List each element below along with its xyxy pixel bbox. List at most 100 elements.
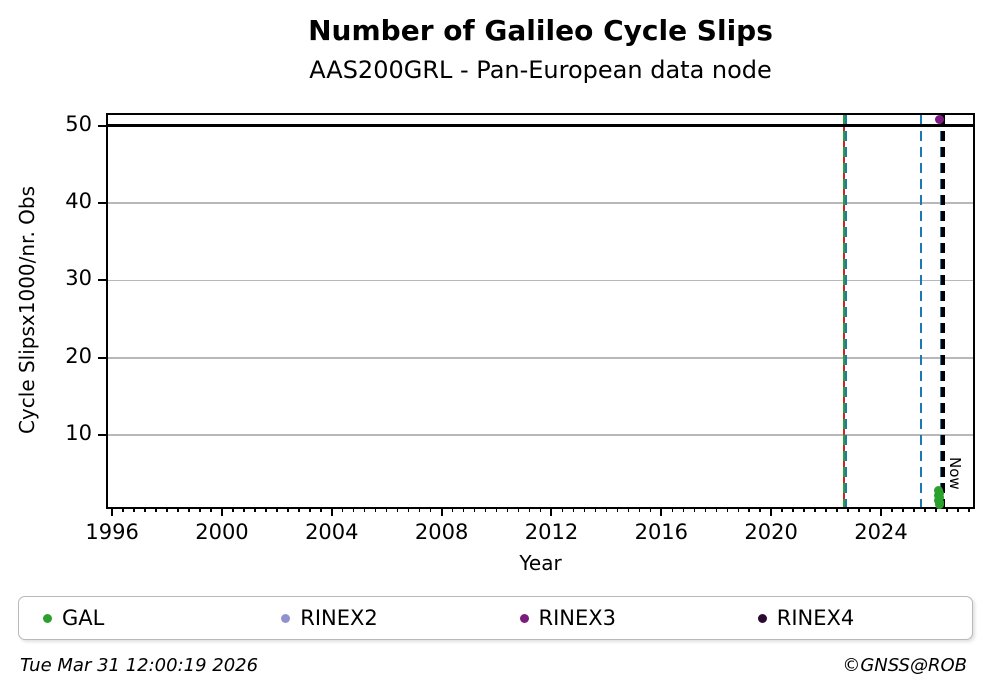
x-minor-tick <box>759 507 761 512</box>
x-minor-tick <box>638 507 641 512</box>
x-tick-label: 2000 <box>195 520 249 544</box>
x-minor-tick <box>528 507 531 512</box>
x-tick-label: 1996 <box>85 520 139 544</box>
y-tick <box>98 279 108 282</box>
x-minor-tick <box>298 507 300 512</box>
grid-line <box>108 202 973 204</box>
x-minor-tick <box>682 507 684 512</box>
x-tick <box>880 507 882 516</box>
x-tick <box>111 507 114 516</box>
x-minor-tick <box>495 507 498 512</box>
max-line <box>108 124 973 128</box>
x-minor-tick <box>353 507 355 512</box>
y-tick-label: 50 <box>65 111 92 136</box>
x-minor-tick <box>704 507 706 512</box>
x-tick <box>330 507 333 516</box>
x-minor-tick <box>133 507 135 512</box>
x-minor-tick <box>924 507 926 512</box>
x-minor-tick <box>155 507 157 512</box>
data-point-rinex3 <box>934 115 944 125</box>
y-tick <box>98 356 108 359</box>
x-minor-tick <box>342 507 344 512</box>
legend-marker-rinex4-icon <box>757 613 767 623</box>
legend-marker-rinex2-icon <box>281 613 291 623</box>
x-minor-tick <box>792 507 794 512</box>
legend: GAL RINEX2 RINEX3 RINEX4 <box>18 596 973 640</box>
x-minor-tick <box>232 507 234 512</box>
legend-label-rinex2: RINEX2 <box>300 606 378 630</box>
x-minor-tick <box>583 507 586 512</box>
x-minor-tick <box>309 507 311 512</box>
grid-line <box>108 357 973 359</box>
y-tick-label: 10 <box>65 421 92 446</box>
legend-item-rinex2: RINEX2 <box>257 606 495 630</box>
x-minor-tick <box>287 507 289 512</box>
y-tick-label: 30 <box>65 266 92 291</box>
chart-title: Number of Galileo Cycle Slips <box>308 14 773 47</box>
y-tick <box>98 202 108 205</box>
x-tick-label: 2024 <box>854 520 908 544</box>
x-minor-tick <box>473 507 476 512</box>
x-minor-tick <box>935 507 937 512</box>
x-minor-tick <box>671 507 673 512</box>
x-minor-tick <box>188 507 190 512</box>
x-minor-tick <box>429 507 432 512</box>
x-minor-tick <box>210 507 212 512</box>
data-point-gal <box>934 500 944 510</box>
x-minor-tick <box>627 507 630 512</box>
now-line <box>941 115 945 507</box>
x-minor-tick <box>386 507 388 512</box>
x-tick <box>770 507 773 516</box>
x-minor-tick <box>397 507 399 512</box>
x-minor-tick <box>506 507 509 512</box>
x-tick <box>550 507 553 516</box>
legend-label-rinex3: RINEX3 <box>538 606 617 630</box>
x-minor-tick <box>254 507 256 512</box>
x-minor-tick <box>858 507 860 512</box>
y-tick-label: 40 <box>65 189 92 214</box>
x-tick <box>660 507 663 516</box>
x-minor-tick <box>265 507 267 512</box>
legend-item-rinex3: RINEX3 <box>496 606 734 630</box>
legend-item-gal: GAL <box>19 606 257 630</box>
x-tick-label: 2012 <box>524 520 579 544</box>
x-minor-tick <box>594 507 597 512</box>
x-minor-tick <box>847 507 849 512</box>
x-minor-tick <box>649 507 652 512</box>
y-tick-label: 20 <box>65 343 92 368</box>
legend-label-rinex4: RINEX4 <box>776 606 855 630</box>
x-minor-tick <box>946 507 948 512</box>
x-minor-tick <box>517 507 520 512</box>
footer-credit: ©GNSS@ROB <box>842 655 967 676</box>
y-tick <box>98 434 108 437</box>
y-axis-label: Cycle Slipsx1000/nr. Obs <box>15 185 39 435</box>
grid-line <box>108 279 973 282</box>
x-minor-tick <box>561 507 564 512</box>
x-minor-tick <box>462 507 465 512</box>
x-minor-tick <box>814 507 816 512</box>
x-minor-tick <box>869 507 871 512</box>
y-tick <box>98 124 108 127</box>
x-minor-tick <box>144 507 146 512</box>
x-minor-tick <box>199 507 201 512</box>
x-minor-tick <box>177 507 179 512</box>
event-line-blue-1 <box>845 115 848 507</box>
x-minor-tick <box>913 507 915 512</box>
x-tick-label: 2008 <box>414 520 469 544</box>
x-tick-label: 2016 <box>634 520 689 544</box>
x-minor-tick <box>968 507 970 512</box>
chart-subtitle: AAS200GRL - Pan-European data node <box>309 56 772 84</box>
x-tick <box>440 507 443 516</box>
event-line-green <box>843 115 846 507</box>
event-line-blue-2 <box>919 115 922 507</box>
x-minor-tick <box>781 507 783 512</box>
x-minor-tick <box>836 507 838 512</box>
x-minor-tick <box>605 507 608 512</box>
x-minor-tick <box>748 507 750 512</box>
x-tick-label: 2020 <box>744 520 798 544</box>
x-axis-label: Year <box>519 551 562 575</box>
x-minor-tick <box>572 507 575 512</box>
legend-label-gal: GAL <box>62 606 105 630</box>
x-minor-tick <box>539 507 542 512</box>
x-minor-tick <box>715 507 717 512</box>
